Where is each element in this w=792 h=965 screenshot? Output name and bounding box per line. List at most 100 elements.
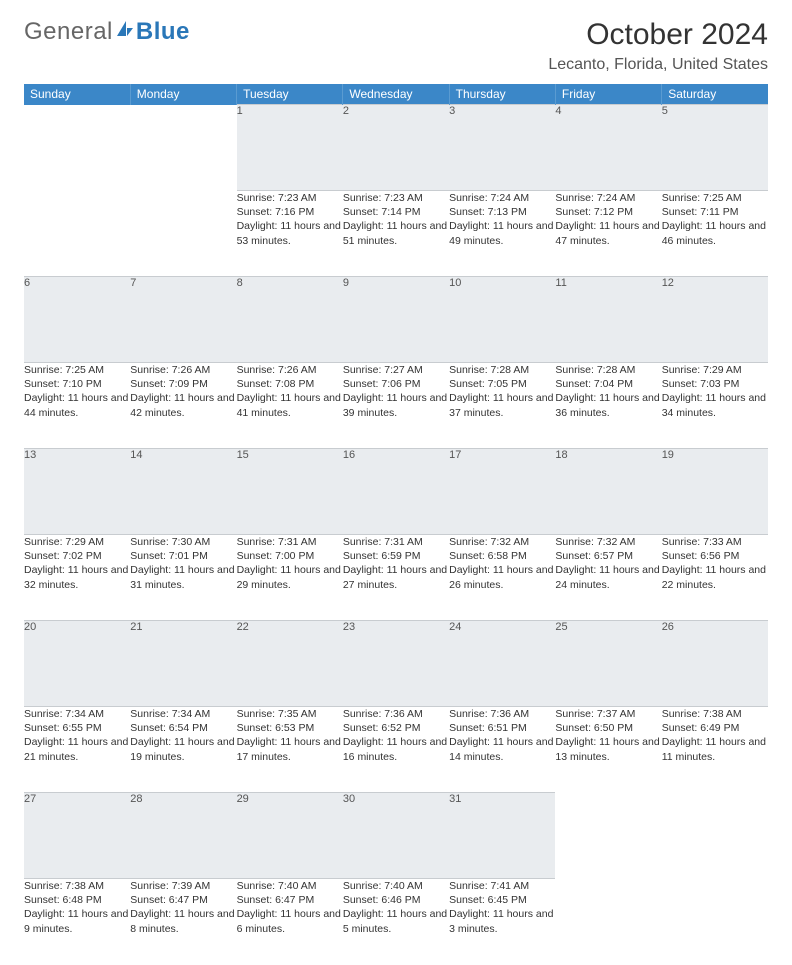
weekday-header: Monday xyxy=(130,84,236,105)
day-number-cell: 17 xyxy=(449,449,555,535)
day-number-cell xyxy=(555,793,661,879)
weekday-header: Wednesday xyxy=(343,84,449,105)
sunset-text: Sunset: 6:53 PM xyxy=(237,721,343,735)
daylight-text: Daylight: 11 hours and 26 minutes. xyxy=(449,563,555,591)
day-number-cell: 8 xyxy=(237,277,343,363)
day-content-cell xyxy=(130,191,236,277)
sunrise-text: Sunrise: 7:26 AM xyxy=(237,363,343,377)
day-content-cell xyxy=(24,191,130,277)
daylight-text: Daylight: 11 hours and 5 minutes. xyxy=(343,907,449,935)
day-content-cell: Sunrise: 7:33 AMSunset: 6:56 PMDaylight:… xyxy=(662,535,768,621)
daylight-text: Daylight: 11 hours and 46 minutes. xyxy=(662,219,768,247)
daylight-text: Daylight: 11 hours and 3 minutes. xyxy=(449,907,555,935)
daynum-row: 6789101112 xyxy=(24,277,768,363)
sunrise-text: Sunrise: 7:36 AM xyxy=(343,707,449,721)
brand-logo: General Blue xyxy=(24,18,190,46)
daylight-text: Daylight: 11 hours and 24 minutes. xyxy=(555,563,661,591)
sunset-text: Sunset: 6:54 PM xyxy=(130,721,236,735)
content-row: Sunrise: 7:38 AMSunset: 6:48 PMDaylight:… xyxy=(24,879,768,965)
weekday-header: Sunday xyxy=(24,84,130,105)
sunrise-text: Sunrise: 7:40 AM xyxy=(237,879,343,893)
daylight-text: Daylight: 11 hours and 39 minutes. xyxy=(343,391,449,419)
day-number-cell xyxy=(130,105,236,191)
sunset-text: Sunset: 6:59 PM xyxy=(343,549,449,563)
day-content-cell: Sunrise: 7:38 AMSunset: 6:48 PMDaylight:… xyxy=(24,879,130,965)
sunset-text: Sunset: 7:02 PM xyxy=(24,549,130,563)
daylight-text: Daylight: 11 hours and 31 minutes. xyxy=(130,563,236,591)
daylight-text: Daylight: 11 hours and 16 minutes. xyxy=(343,735,449,763)
sunset-text: Sunset: 7:01 PM xyxy=(130,549,236,563)
sunset-text: Sunset: 7:11 PM xyxy=(662,205,768,219)
day-content-cell: Sunrise: 7:28 AMSunset: 7:04 PMDaylight:… xyxy=(555,363,661,449)
sunrise-text: Sunrise: 7:24 AM xyxy=(555,191,661,205)
sunrise-text: Sunrise: 7:33 AM xyxy=(662,535,768,549)
sunset-text: Sunset: 7:00 PM xyxy=(237,549,343,563)
sunset-text: Sunset: 7:16 PM xyxy=(237,205,343,219)
daylight-text: Daylight: 11 hours and 11 minutes. xyxy=(662,735,768,763)
sunset-text: Sunset: 7:05 PM xyxy=(449,377,555,391)
daylight-text: Daylight: 11 hours and 47 minutes. xyxy=(555,219,661,247)
sunrise-text: Sunrise: 7:37 AM xyxy=(555,707,661,721)
day-number-cell: 2 xyxy=(343,105,449,191)
content-row: Sunrise: 7:34 AMSunset: 6:55 PM Daylight:… xyxy=(24,707,768,793)
day-number-cell: 26 xyxy=(662,621,768,707)
daylight-text: Daylight: 11 hours and 41 minutes. xyxy=(237,391,343,419)
daylight-text: Daylight: 11 hours and 37 minutes. xyxy=(449,391,555,419)
daylight-text: Daylight: 11 hours and 14 minutes. xyxy=(449,735,555,763)
day-number-cell: 19 xyxy=(662,449,768,535)
sunrise-text: Sunrise: 7:34 AM xyxy=(24,707,130,721)
sunrise-text: Sunrise: 7:28 AM xyxy=(449,363,555,377)
day-content-cell: Sunrise: 7:36 AMSunset: 6:51 PMDaylight:… xyxy=(449,707,555,793)
weekday-header: Friday xyxy=(555,84,661,105)
day-content-cell: Sunrise: 7:25 AMSunset: 7:11 PMDaylight:… xyxy=(662,191,768,277)
sunrise-text: Sunrise: 7:25 AM xyxy=(24,363,130,377)
daylight-text: Daylight: 11 hours and 9 minutes. xyxy=(24,907,130,935)
day-content-cell: Sunrise: 7:31 AMSunset: 7:00 PMDaylight:… xyxy=(237,535,343,621)
day-number-cell: 3 xyxy=(449,105,555,191)
weekday-header-row: Sunday Monday Tuesday Wednesday Thursday… xyxy=(24,84,768,105)
daylight-text: Daylight: 11 hours and 29 minutes. xyxy=(237,563,343,591)
daylight-text: Daylight: 11 hours and 44 minutes. xyxy=(24,391,130,419)
sunrise-text: Sunrise: 7:39 AM xyxy=(130,879,236,893)
daylight-text: Daylight: 11 hours and 51 minutes. xyxy=(343,219,449,247)
day-number-cell: 15 xyxy=(237,449,343,535)
day-number-cell: 23 xyxy=(343,621,449,707)
sunset-text: Sunset: 6:45 PM xyxy=(449,893,555,907)
daynum-row: 2728293031 xyxy=(24,793,768,879)
day-number-cell: 9 xyxy=(343,277,449,363)
calendar-table: Sunday Monday Tuesday Wednesday Thursday… xyxy=(24,84,768,965)
weekday-header: Saturday xyxy=(662,84,768,105)
sunrise-text: Sunrise: 7:29 AM xyxy=(662,363,768,377)
sunrise-text: Sunrise: 7:28 AM xyxy=(555,363,661,377)
day-content-cell: Sunrise: 7:37 AMSunset: 6:50 PMDaylight:… xyxy=(555,707,661,793)
day-content-cell xyxy=(662,879,768,965)
daylight-text: Daylight: 11 hours and 17 minutes. xyxy=(237,735,343,763)
daynum-row: 12345 xyxy=(24,105,768,191)
sunset-text: Sunset: 6:49 PM xyxy=(662,721,768,735)
day-number-cell: 29 xyxy=(237,793,343,879)
day-number-cell: 28 xyxy=(130,793,236,879)
sunrise-text: Sunrise: 7:31 AM xyxy=(343,535,449,549)
day-number-cell: 22 xyxy=(237,621,343,707)
sunrise-text: Sunrise: 7:25 AM xyxy=(662,191,768,205)
brand-part1: General xyxy=(24,18,113,46)
day-content-cell: Sunrise: 7:27 AMSunset: 7:06 PMDaylight:… xyxy=(343,363,449,449)
day-number-cell: 31 xyxy=(449,793,555,879)
day-content-cell: Sunrise: 7:26 AMSunset: 7:08 PMDaylight:… xyxy=(237,363,343,449)
sunset-text: Sunset: 7:13 PM xyxy=(449,205,555,219)
sunset-text: Sunset: 7:10 PM xyxy=(24,377,130,391)
sunrise-text: Sunrise: 7:32 AM xyxy=(449,535,555,549)
sunrise-text: Sunrise: 7:23 AM xyxy=(343,191,449,205)
daylight-text: Daylight: 11 hours and 34 minutes. xyxy=(662,391,768,419)
sunset-text: Sunset: 7:12 PM xyxy=(555,205,661,219)
sunset-text: Sunset: 6:55 PM xyxy=(24,721,130,735)
day-content-cell: Sunrise: 7:24 AMSunset: 7:12 PMDaylight:… xyxy=(555,191,661,277)
location-text: Lecanto, Florida, United States xyxy=(24,56,768,74)
sunset-text: Sunset: 7:03 PM xyxy=(662,377,768,391)
day-content-cell: Sunrise: 7:32 AMSunset: 6:58 PMDaylight:… xyxy=(449,535,555,621)
daylight-text: Daylight: 11 hours and 49 minutes. xyxy=(449,219,555,247)
page-title: October 2024 xyxy=(586,18,768,52)
content-row: Sunrise: 7:23 AMSunset: 7:16 PMDaylight:… xyxy=(24,191,768,277)
daylight-text: Daylight: 11 hours and 36 minutes. xyxy=(555,391,661,419)
content-row: Sunrise: 7:25 AMSunset: 7:10 PMDaylight:… xyxy=(24,363,768,449)
